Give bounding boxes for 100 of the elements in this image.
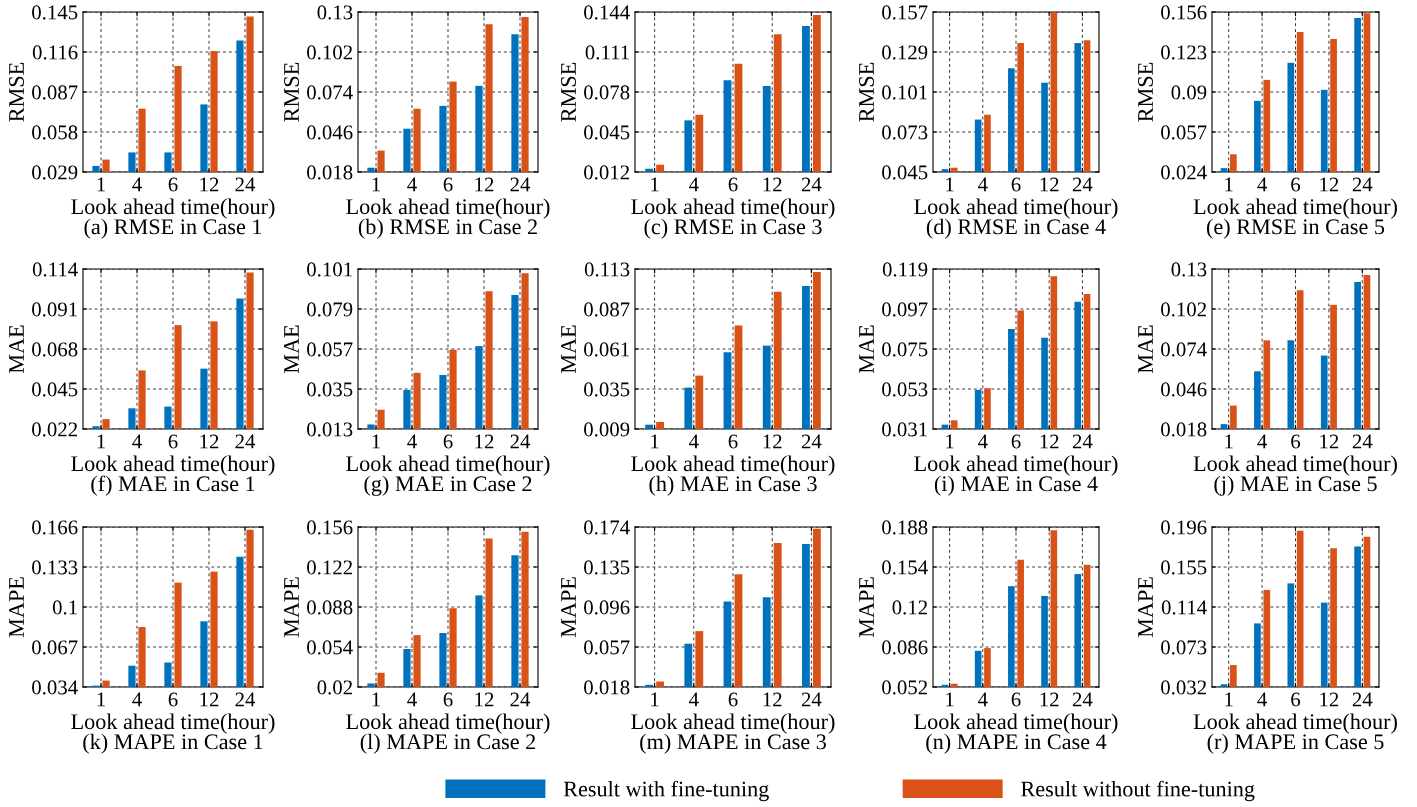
y-tick-label: 0.075 bbox=[882, 342, 928, 357]
y-tick-label: 0.046 bbox=[307, 125, 353, 140]
text: (m) MAPE in Case 3 bbox=[640, 733, 826, 754]
x-axis-title: Look ahead time(hour) bbox=[346, 198, 550, 219]
x-tick-label: 1 bbox=[946, 434, 954, 449]
y-tick-label: 0.166 bbox=[32, 520, 78, 535]
y-tick-label: 0.122 bbox=[307, 560, 352, 575]
text: (l) MAPE in Case 2 bbox=[360, 733, 536, 754]
x-axis-title: Look ahead time(hour) bbox=[71, 455, 275, 476]
y-tick-label: 0.078 bbox=[584, 85, 630, 100]
x-tick-label: 24 bbox=[1352, 434, 1373, 449]
y-tick-label: 0.035 bbox=[584, 382, 630, 397]
y-tick-label: 0.088 bbox=[307, 600, 353, 615]
y-tick-label: 0.053 bbox=[882, 382, 928, 397]
y-axis-title: MAE bbox=[1138, 325, 1153, 374]
y-tick-label: 0.091 bbox=[32, 302, 77, 317]
y-tick-label: 0.061 bbox=[584, 342, 629, 357]
x-tick-label: 4 bbox=[1257, 177, 1267, 192]
text: (h) MAE in Case 3 bbox=[649, 475, 817, 496]
text: (k) MAPE in Case 1 bbox=[83, 733, 263, 754]
legend-label: Result with fine-tuning bbox=[563, 780, 769, 802]
y-axis-title: MAPE bbox=[1138, 577, 1153, 638]
y-axis-title: MAPE bbox=[9, 577, 24, 638]
y-tick-label: 0.111 bbox=[585, 45, 629, 60]
x-axis-title: Look ahead time(hour) bbox=[71, 713, 275, 734]
x-tick-label: 24 bbox=[801, 177, 822, 192]
y-tick-label: 0.101 bbox=[882, 85, 927, 100]
x-tick-label: 1 bbox=[651, 434, 659, 449]
y-tick-label: 0.156 bbox=[307, 520, 353, 535]
x-tick-label: 6 bbox=[443, 434, 453, 449]
y-tick-label: 0.157 bbox=[882, 5, 928, 20]
x-tick-label: 6 bbox=[1011, 434, 1021, 449]
x-tick-label: 6 bbox=[168, 177, 178, 192]
x-tick-label: 4 bbox=[132, 692, 142, 707]
y-tick-label: 0.116 bbox=[32, 45, 78, 60]
y-tick-label: 0.13 bbox=[1171, 262, 1207, 277]
x-tick-label: 4 bbox=[1257, 434, 1267, 449]
y-tick-label: 0.009 bbox=[584, 422, 630, 437]
x-tick-label: 24 bbox=[235, 434, 256, 449]
y-tick-label: 0.013 bbox=[307, 422, 353, 437]
x-tick-label: 12 bbox=[763, 177, 782, 192]
x-tick-label: 4 bbox=[689, 177, 699, 192]
y-tick-label: 0.174 bbox=[584, 520, 630, 535]
x-tick-label: 1 bbox=[651, 692, 659, 707]
y-tick-label: 0.114 bbox=[1161, 600, 1207, 615]
y-tick-label: 0.018 bbox=[1161, 422, 1207, 437]
x-tick-label: 24 bbox=[1352, 177, 1373, 192]
y-tick-label: 0.046 bbox=[1161, 382, 1207, 397]
x-axis-title: Look ahead time(hour) bbox=[71, 198, 275, 219]
x-tick-label: 12 bbox=[1320, 434, 1339, 449]
x-tick-label: 24 bbox=[1072, 434, 1093, 449]
x-axis-title: Look ahead time(hour) bbox=[914, 198, 1118, 219]
y-tick-label: 0.096 bbox=[584, 600, 630, 615]
x-tick-label: 1 bbox=[97, 692, 105, 707]
x-tick-label: 6 bbox=[728, 434, 738, 449]
x-tick-label: 1 bbox=[1225, 177, 1233, 192]
x-tick-label: 12 bbox=[1040, 434, 1059, 449]
y-tick-label: 0.144 bbox=[584, 5, 630, 20]
y-axis-title: MAPE bbox=[561, 577, 576, 638]
y-tick-label: 0.022 bbox=[32, 422, 77, 437]
x-tick-label: 4 bbox=[978, 692, 988, 707]
y-axis-title: RMSE bbox=[859, 62, 874, 122]
text: (e) RMSE in Case 5 bbox=[1206, 218, 1385, 239]
text: (i) MAE in Case 4 bbox=[934, 475, 1098, 496]
y-tick-label: 0.188 bbox=[882, 520, 928, 535]
y-tick-label: 0.135 bbox=[584, 560, 630, 575]
y-axis-title: MAPE bbox=[859, 577, 874, 638]
y-tick-label: 0.057 bbox=[1161, 125, 1207, 140]
y-axis-title: RMSE bbox=[9, 62, 24, 122]
x-tick-label: 24 bbox=[1352, 692, 1373, 707]
y-tick-label: 0.073 bbox=[1161, 640, 1207, 655]
y-tick-label: 0.13 bbox=[317, 5, 353, 20]
x-tick-label: 6 bbox=[1011, 692, 1021, 707]
x-tick-label: 1 bbox=[97, 177, 105, 192]
y-tick-label: 0.02 bbox=[317, 680, 352, 695]
x-tick-label: 6 bbox=[1291, 177, 1301, 192]
x-tick-label: 6 bbox=[443, 692, 453, 707]
x-tick-label: 1 bbox=[372, 692, 380, 707]
x-tick-label: 4 bbox=[978, 434, 988, 449]
x-tick-label: 12 bbox=[1040, 692, 1059, 707]
y-tick-label: 0.034 bbox=[32, 680, 78, 695]
y-tick-label: 0.035 bbox=[307, 382, 353, 397]
x-tick-label: 12 bbox=[475, 177, 494, 192]
y-tick-label: 0.154 bbox=[882, 560, 928, 575]
y-tick-label: 0.113 bbox=[584, 262, 630, 277]
x-tick-label: 1 bbox=[1225, 434, 1233, 449]
x-tick-label: 12 bbox=[1320, 692, 1339, 707]
x-tick-label: 12 bbox=[1040, 177, 1059, 192]
y-tick-label: 0.054 bbox=[307, 640, 353, 655]
x-tick-label: 24 bbox=[801, 692, 822, 707]
x-tick-label: 6 bbox=[728, 692, 738, 707]
y-tick-label: 0.155 bbox=[1161, 560, 1207, 575]
y-tick-label: 0.031 bbox=[882, 422, 927, 437]
x-tick-label: 24 bbox=[801, 434, 822, 449]
y-axis-title: MAE bbox=[9, 325, 24, 374]
y-tick-label: 0.057 bbox=[584, 640, 630, 655]
x-tick-label: 24 bbox=[235, 692, 256, 707]
x-tick-label: 1 bbox=[946, 692, 954, 707]
x-tick-label: 4 bbox=[407, 177, 417, 192]
y-tick-label: 0.045 bbox=[32, 382, 78, 397]
